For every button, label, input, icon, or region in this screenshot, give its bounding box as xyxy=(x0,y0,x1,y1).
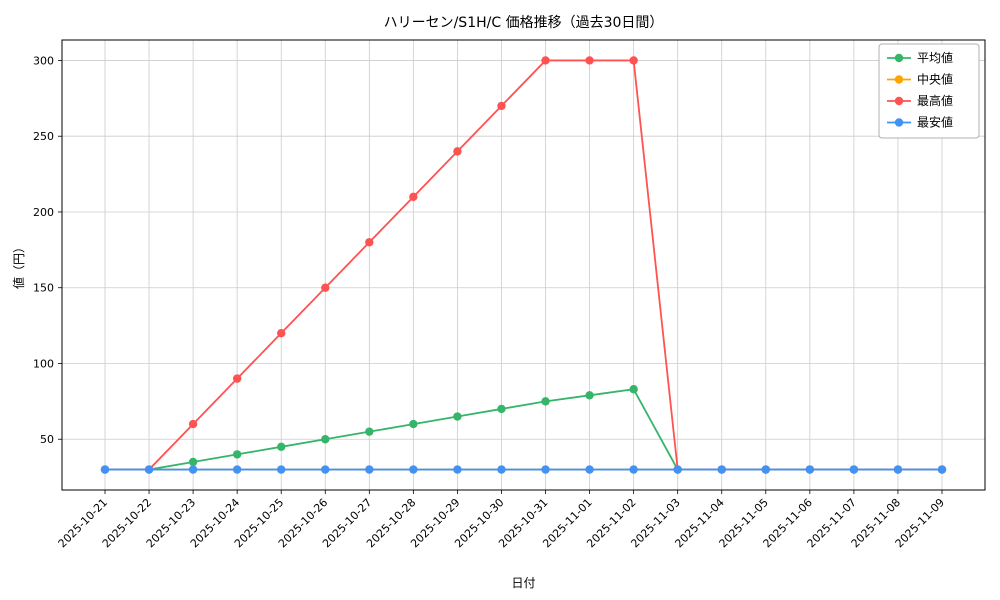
legend-item-中央値: 中央値 xyxy=(887,72,953,87)
data-marker xyxy=(629,56,638,65)
data-marker xyxy=(409,192,418,202)
legend-item-最安値: 最安値 xyxy=(887,115,953,130)
gridlines xyxy=(62,40,985,490)
data-marker xyxy=(761,465,770,474)
data-marker xyxy=(277,328,286,338)
series-line xyxy=(105,59,942,471)
data-marker xyxy=(232,374,242,383)
legend-box xyxy=(878,43,980,139)
data-marker xyxy=(497,101,506,111)
data-marker xyxy=(585,465,594,474)
legend-label: 中央値 xyxy=(917,72,953,87)
data-marker xyxy=(629,465,638,474)
data-marker xyxy=(541,465,550,474)
data-marker xyxy=(453,147,462,156)
y-tick-labels: 50 100 150 200 250 300 xyxy=(33,54,54,446)
data-marker xyxy=(497,465,506,474)
data-marker xyxy=(365,238,374,247)
series-最高値 xyxy=(100,56,947,474)
data-marker xyxy=(585,56,594,65)
data-marker xyxy=(232,450,242,459)
data-marker xyxy=(144,465,154,474)
y-tick-label: 50 xyxy=(40,433,54,446)
data-marker xyxy=(541,56,550,65)
legend-marker xyxy=(894,96,904,106)
data-marker xyxy=(937,465,947,474)
legend-item-最高値: 最高値 xyxy=(887,93,953,108)
data-marker xyxy=(805,465,815,474)
y-tick-label: 200 xyxy=(33,206,54,219)
series-平均値 xyxy=(100,385,947,474)
data-marker xyxy=(188,419,198,429)
data-marker xyxy=(321,283,330,292)
series-最安値 xyxy=(100,465,947,474)
data-marker xyxy=(409,465,418,474)
axis-ticks xyxy=(58,60,943,494)
data-marker xyxy=(409,419,418,429)
data-marker xyxy=(321,465,330,474)
data-marker xyxy=(893,465,903,474)
legend-marker xyxy=(894,75,904,84)
data-marker xyxy=(849,465,859,474)
y-axis-label: 値（円） xyxy=(12,241,26,290)
y-tick-label: 150 xyxy=(33,282,54,295)
legend-marker xyxy=(894,53,904,63)
data-marker xyxy=(629,385,638,394)
data-marker xyxy=(188,465,198,474)
data-marker xyxy=(673,465,682,474)
legend-item-平均値: 平均値 xyxy=(887,50,953,65)
data-marker xyxy=(541,397,550,406)
data-marker xyxy=(365,465,374,474)
data-marker xyxy=(453,412,462,421)
data-marker xyxy=(585,391,594,400)
data-marker xyxy=(365,427,374,436)
legend-label: 最安値 xyxy=(917,115,953,130)
x-tick-labels: 2025-10-212025-10-222025-10-232025-10-24… xyxy=(56,496,947,550)
data-marker xyxy=(453,465,462,474)
legend-label: 平均値 xyxy=(917,50,953,65)
y-tick-label: 100 xyxy=(33,357,54,370)
plot-frame xyxy=(61,39,986,491)
series-line xyxy=(105,388,942,471)
data-marker xyxy=(277,465,286,474)
legend-marker xyxy=(894,118,904,127)
chart-title: ハリーセン/S1H/C 価格推移（過去30日間） xyxy=(383,15,664,31)
data-marker xyxy=(188,457,198,467)
data-marker xyxy=(321,435,330,444)
data-marker xyxy=(277,442,286,452)
data-marker xyxy=(100,465,110,474)
data-marker xyxy=(232,465,242,474)
data-marker xyxy=(497,404,506,414)
y-tick-label: 300 xyxy=(33,54,54,67)
legend-label: 最高値 xyxy=(917,93,953,108)
x-axis-label: 日付 xyxy=(511,576,536,590)
y-tick-label: 250 xyxy=(33,130,54,143)
data-marker xyxy=(717,465,726,474)
